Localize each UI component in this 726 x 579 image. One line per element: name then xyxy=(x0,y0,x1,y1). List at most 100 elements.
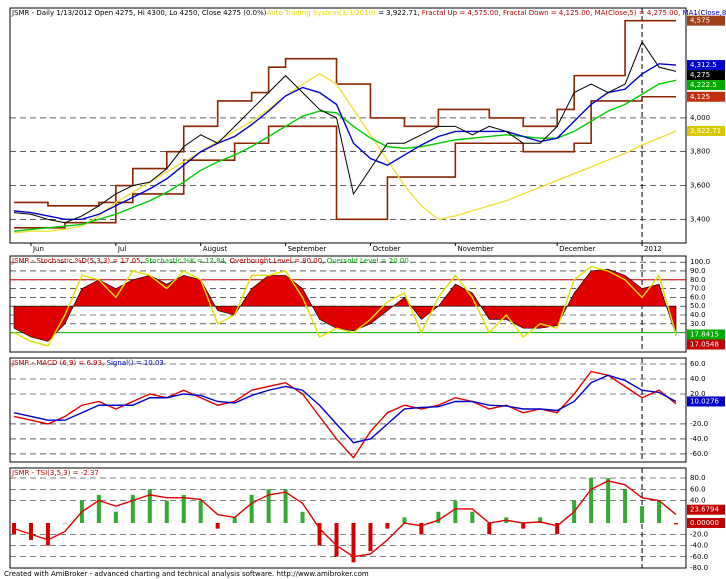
series-line xyxy=(13,63,677,221)
panel-header: JSMR - TSI(3,5,3) = -2.37 xyxy=(11,469,99,477)
value-box xyxy=(687,518,725,529)
histogram-bar xyxy=(623,489,628,524)
header-part: Stochastic %K = 17.84, xyxy=(145,257,230,265)
y-tick-label: 40.0 xyxy=(690,311,706,319)
histogram-bar xyxy=(351,523,356,563)
histogram-bar xyxy=(181,494,186,524)
oscillator-area xyxy=(13,268,677,342)
histogram-bar xyxy=(232,517,237,524)
y-tick-label: 60.0 xyxy=(690,293,706,301)
x-tick-label: November xyxy=(457,245,494,253)
panel-frame xyxy=(9,467,687,569)
y-tick-label: -20.0 xyxy=(690,530,708,538)
histogram-bar xyxy=(674,523,678,525)
fractal-line xyxy=(14,19,676,207)
histogram-bar xyxy=(96,494,101,524)
value-box xyxy=(687,91,725,102)
value-box xyxy=(687,15,725,26)
histogram-bar xyxy=(28,523,33,540)
histogram-bar xyxy=(113,511,118,524)
histogram-bar xyxy=(538,517,543,524)
value-box xyxy=(687,329,725,340)
x-tick-label: Jul xyxy=(117,245,127,253)
header-part: Overbought Level = 80.00, xyxy=(229,257,326,265)
value-box-label: 23.6794 xyxy=(690,506,719,514)
header-part: JSMR - MACD (6,9) = 6.93, xyxy=(11,359,107,367)
footer: Created with AmiBroker - advanced charti… xyxy=(4,570,369,578)
y-tick-label: -60.0 xyxy=(690,450,708,458)
histogram-bar xyxy=(62,523,67,524)
value-box xyxy=(687,70,725,81)
value-box xyxy=(687,80,725,91)
header-part: Signal() = 10.03 xyxy=(107,359,164,367)
x-tick-label: 2012 xyxy=(644,245,662,253)
y-tick-label: 3,600 xyxy=(690,182,710,190)
histogram-bar xyxy=(45,523,50,546)
x-tick-label: Jun xyxy=(32,245,44,253)
value-box-label: 10.0276 xyxy=(690,397,719,405)
histogram-bar xyxy=(283,489,288,524)
y-tick-label: -60.0 xyxy=(690,553,708,561)
histogram-bar xyxy=(198,500,203,524)
header-part: JSMR - TSI(3,5,3) = -2.37 xyxy=(11,469,99,477)
y-tick-label: -80.0 xyxy=(690,564,708,572)
value-box-label: 17.8415 xyxy=(690,331,719,339)
fractal-line xyxy=(14,95,676,229)
x-tick-label: October xyxy=(372,245,400,253)
value-box-label: 4,575 xyxy=(690,17,710,25)
y-tick-label: 90.0 xyxy=(690,267,706,275)
header-part: Fractal Down = 4,125.00, xyxy=(503,9,595,17)
histogram-bar xyxy=(334,523,339,557)
header-part: MA1(Close,8) = 4,312.50 xyxy=(683,9,726,17)
x-tick-label: December xyxy=(559,245,595,253)
y-tick-label: 40.0 xyxy=(690,497,706,505)
y-tick-label: 50.0 xyxy=(690,302,706,310)
header-part: Auto Trading System(3/3/2010) xyxy=(266,9,376,17)
y-tick-label: 30.0 xyxy=(690,320,706,328)
y-tick-label: -20.0 xyxy=(690,420,708,428)
panel-frame xyxy=(9,7,687,244)
histogram-bar xyxy=(12,523,16,535)
panel-frame xyxy=(9,357,687,463)
histogram-bar xyxy=(606,478,611,524)
histogram-bar xyxy=(436,511,441,524)
series-line xyxy=(13,79,677,232)
histogram-bar xyxy=(589,478,594,524)
y-tick-label: 3,400 xyxy=(690,215,710,223)
histogram-bar xyxy=(300,511,305,524)
y-tick-label: 20.0 xyxy=(690,390,706,398)
y-tick-label: 3,800 xyxy=(690,148,710,156)
histogram-bar xyxy=(266,489,271,524)
y-tick-label: 4,000 xyxy=(690,114,710,122)
series-line xyxy=(13,73,677,234)
series-line xyxy=(13,480,677,558)
value-box xyxy=(687,396,725,407)
value-box xyxy=(687,339,725,350)
header-part: Fractal Up = 4,575.00, xyxy=(422,9,503,17)
histogram-bar xyxy=(470,511,475,524)
panel-header: JSMR - Stochastic %D(5,3,3) = 17.05, Sto… xyxy=(11,257,409,265)
histogram-bar xyxy=(317,523,322,546)
series-line xyxy=(13,265,677,347)
value-box xyxy=(687,504,725,515)
histogram-bar xyxy=(453,500,458,524)
histogram-bar xyxy=(385,523,390,529)
y-tick-label: -40.0 xyxy=(690,542,708,550)
header-part: JSMR - Daily 1/13/2012 Open 4275, Hi 430… xyxy=(11,9,267,17)
histogram-bar xyxy=(555,523,560,535)
value-box-label: 3,922.71 xyxy=(690,127,721,135)
header-part: Oversold Level = 20.00 xyxy=(327,257,409,265)
value-box-label: 4,222.5 xyxy=(690,81,717,89)
y-tick-label: 80.0 xyxy=(690,276,706,284)
y-tick-label: 60.0 xyxy=(690,485,706,493)
panel-header: JSMR - MACD (6,9) = 6.93, Signal() = 10.… xyxy=(11,359,164,367)
x-tick-label: August xyxy=(203,245,228,253)
histogram-bar xyxy=(164,500,169,524)
histogram-bar xyxy=(130,494,135,524)
histogram-bar xyxy=(368,523,373,552)
histogram-bar xyxy=(147,489,152,524)
header-part: = 3,922.71, xyxy=(376,9,422,17)
y-tick-label: 80.0 xyxy=(690,474,706,482)
